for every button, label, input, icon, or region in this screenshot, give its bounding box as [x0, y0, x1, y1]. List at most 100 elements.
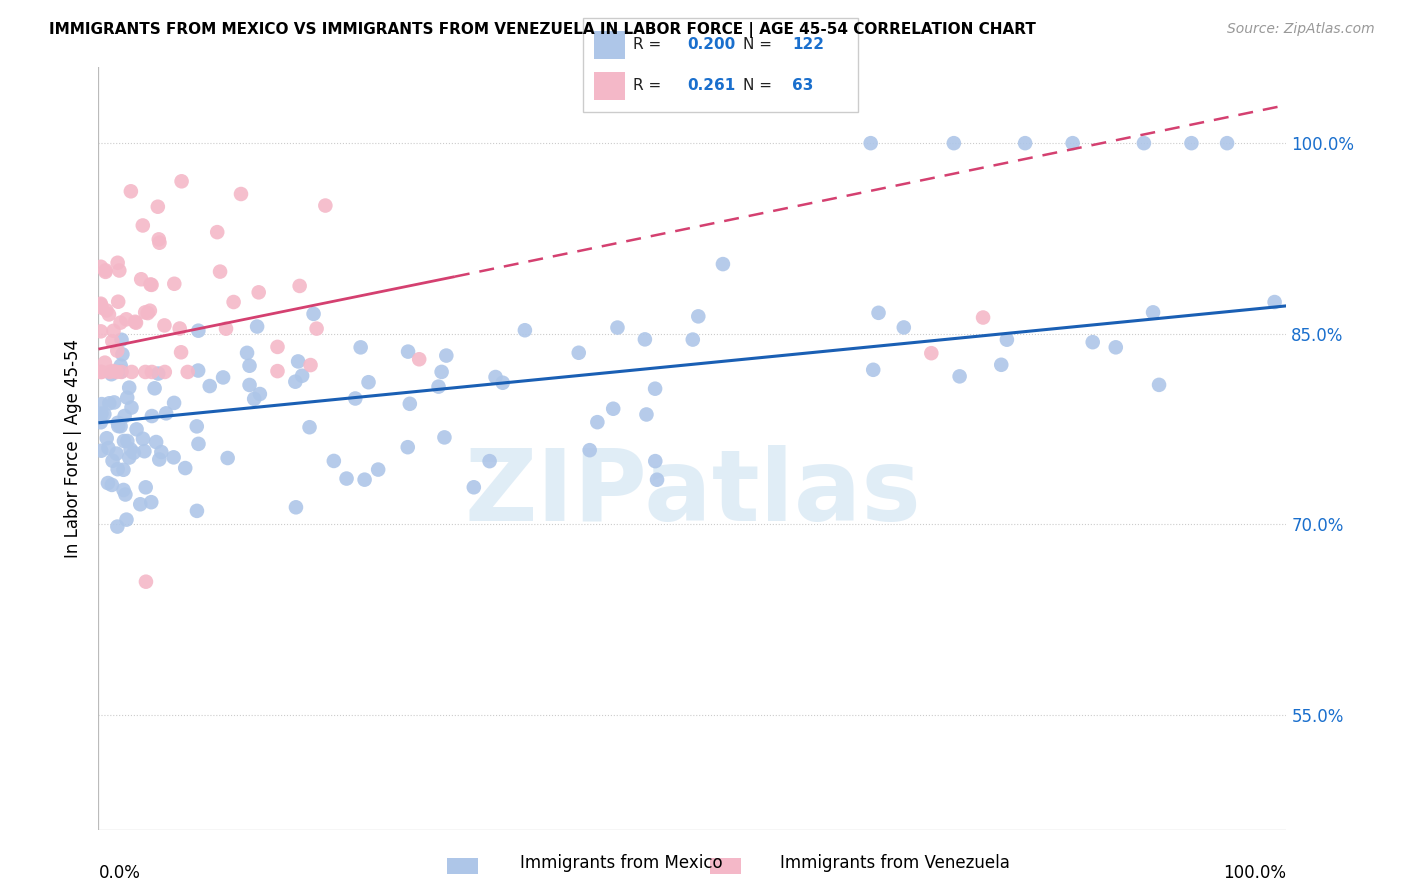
Point: [118, 381, 141, 395]
Point: [322, 454, 344, 468]
Point: [513, 323, 536, 337]
Point: [146, 200, 169, 214]
Point: [115, 513, 138, 527]
Point: [238, 378, 260, 392]
Point: [90, 301, 112, 315]
Point: [398, 397, 420, 411]
Point: [176, 365, 198, 379]
Point: [115, 312, 138, 326]
Point: [110, 364, 132, 378]
Point: [108, 263, 131, 277]
Point: [1081, 335, 1104, 350]
Point: [636, 408, 658, 422]
Point: [94, 263, 117, 277]
Point: [114, 487, 136, 501]
Point: [117, 434, 139, 448]
Point: [129, 497, 152, 511]
Point: [247, 285, 270, 300]
Point: [122, 446, 145, 460]
Point: [118, 450, 141, 465]
FancyBboxPatch shape: [583, 18, 858, 112]
Point: [141, 365, 163, 379]
Point: [229, 187, 252, 202]
Point: [134, 365, 156, 379]
Text: 63: 63: [792, 78, 813, 94]
Point: [98, 396, 121, 410]
Text: R =: R =: [633, 78, 666, 94]
Point: [207, 225, 229, 239]
Point: [124, 315, 146, 329]
Point: [141, 277, 163, 292]
Point: [110, 365, 132, 379]
Point: [644, 454, 666, 468]
Point: [120, 442, 142, 457]
Point: [148, 235, 170, 250]
Point: [145, 435, 167, 450]
Text: R =: R =: [633, 37, 666, 52]
Point: [1264, 295, 1286, 310]
Point: [238, 359, 260, 373]
Bar: [595, 72, 624, 100]
Point: [101, 478, 124, 492]
Text: N =: N =: [742, 78, 776, 94]
Point: [284, 375, 307, 389]
Point: [96, 303, 118, 318]
Point: [125, 316, 148, 330]
Point: [187, 437, 209, 451]
Point: [101, 334, 124, 349]
Point: [103, 395, 125, 409]
Text: Source: ZipAtlas.com: Source: ZipAtlas.com: [1227, 22, 1375, 37]
Point: [187, 324, 209, 338]
Point: [101, 454, 124, 468]
Point: [1147, 377, 1170, 392]
Point: [942, 136, 965, 150]
Point: [170, 345, 193, 359]
Point: [90, 397, 112, 411]
Point: [299, 358, 322, 372]
Point: [134, 444, 156, 458]
Point: [859, 136, 882, 150]
Point: [862, 363, 884, 377]
Point: [236, 346, 259, 360]
Point: [634, 332, 657, 346]
Point: [606, 320, 628, 334]
Point: [148, 452, 170, 467]
Point: [96, 431, 118, 445]
Point: [217, 450, 239, 465]
Point: [105, 365, 128, 379]
Point: [112, 483, 135, 497]
Point: [433, 430, 456, 444]
Point: [98, 365, 121, 379]
Point: [155, 406, 177, 420]
Point: [463, 480, 485, 494]
Point: [1014, 136, 1036, 150]
Point: [920, 346, 942, 360]
Point: [94, 265, 117, 279]
Point: [1142, 305, 1164, 319]
Point: [1062, 136, 1084, 150]
Point: [107, 294, 129, 309]
Point: [107, 416, 129, 430]
Point: [1105, 340, 1128, 354]
Point: [105, 447, 128, 461]
Point: [492, 376, 515, 390]
Point: [107, 419, 129, 434]
Point: [243, 392, 266, 406]
Point: [484, 370, 506, 384]
Point: [288, 279, 311, 293]
Point: [305, 321, 328, 335]
Point: [427, 379, 450, 393]
Point: [114, 409, 136, 423]
Point: [163, 396, 186, 410]
Point: [1216, 136, 1239, 150]
Point: [141, 409, 163, 423]
Point: [222, 295, 245, 310]
Point: [578, 443, 600, 458]
Point: [434, 349, 457, 363]
Point: [134, 305, 156, 319]
Point: [90, 298, 112, 312]
Point: [141, 495, 163, 509]
Point: [212, 370, 235, 384]
Point: [314, 198, 336, 212]
Point: [153, 318, 176, 333]
